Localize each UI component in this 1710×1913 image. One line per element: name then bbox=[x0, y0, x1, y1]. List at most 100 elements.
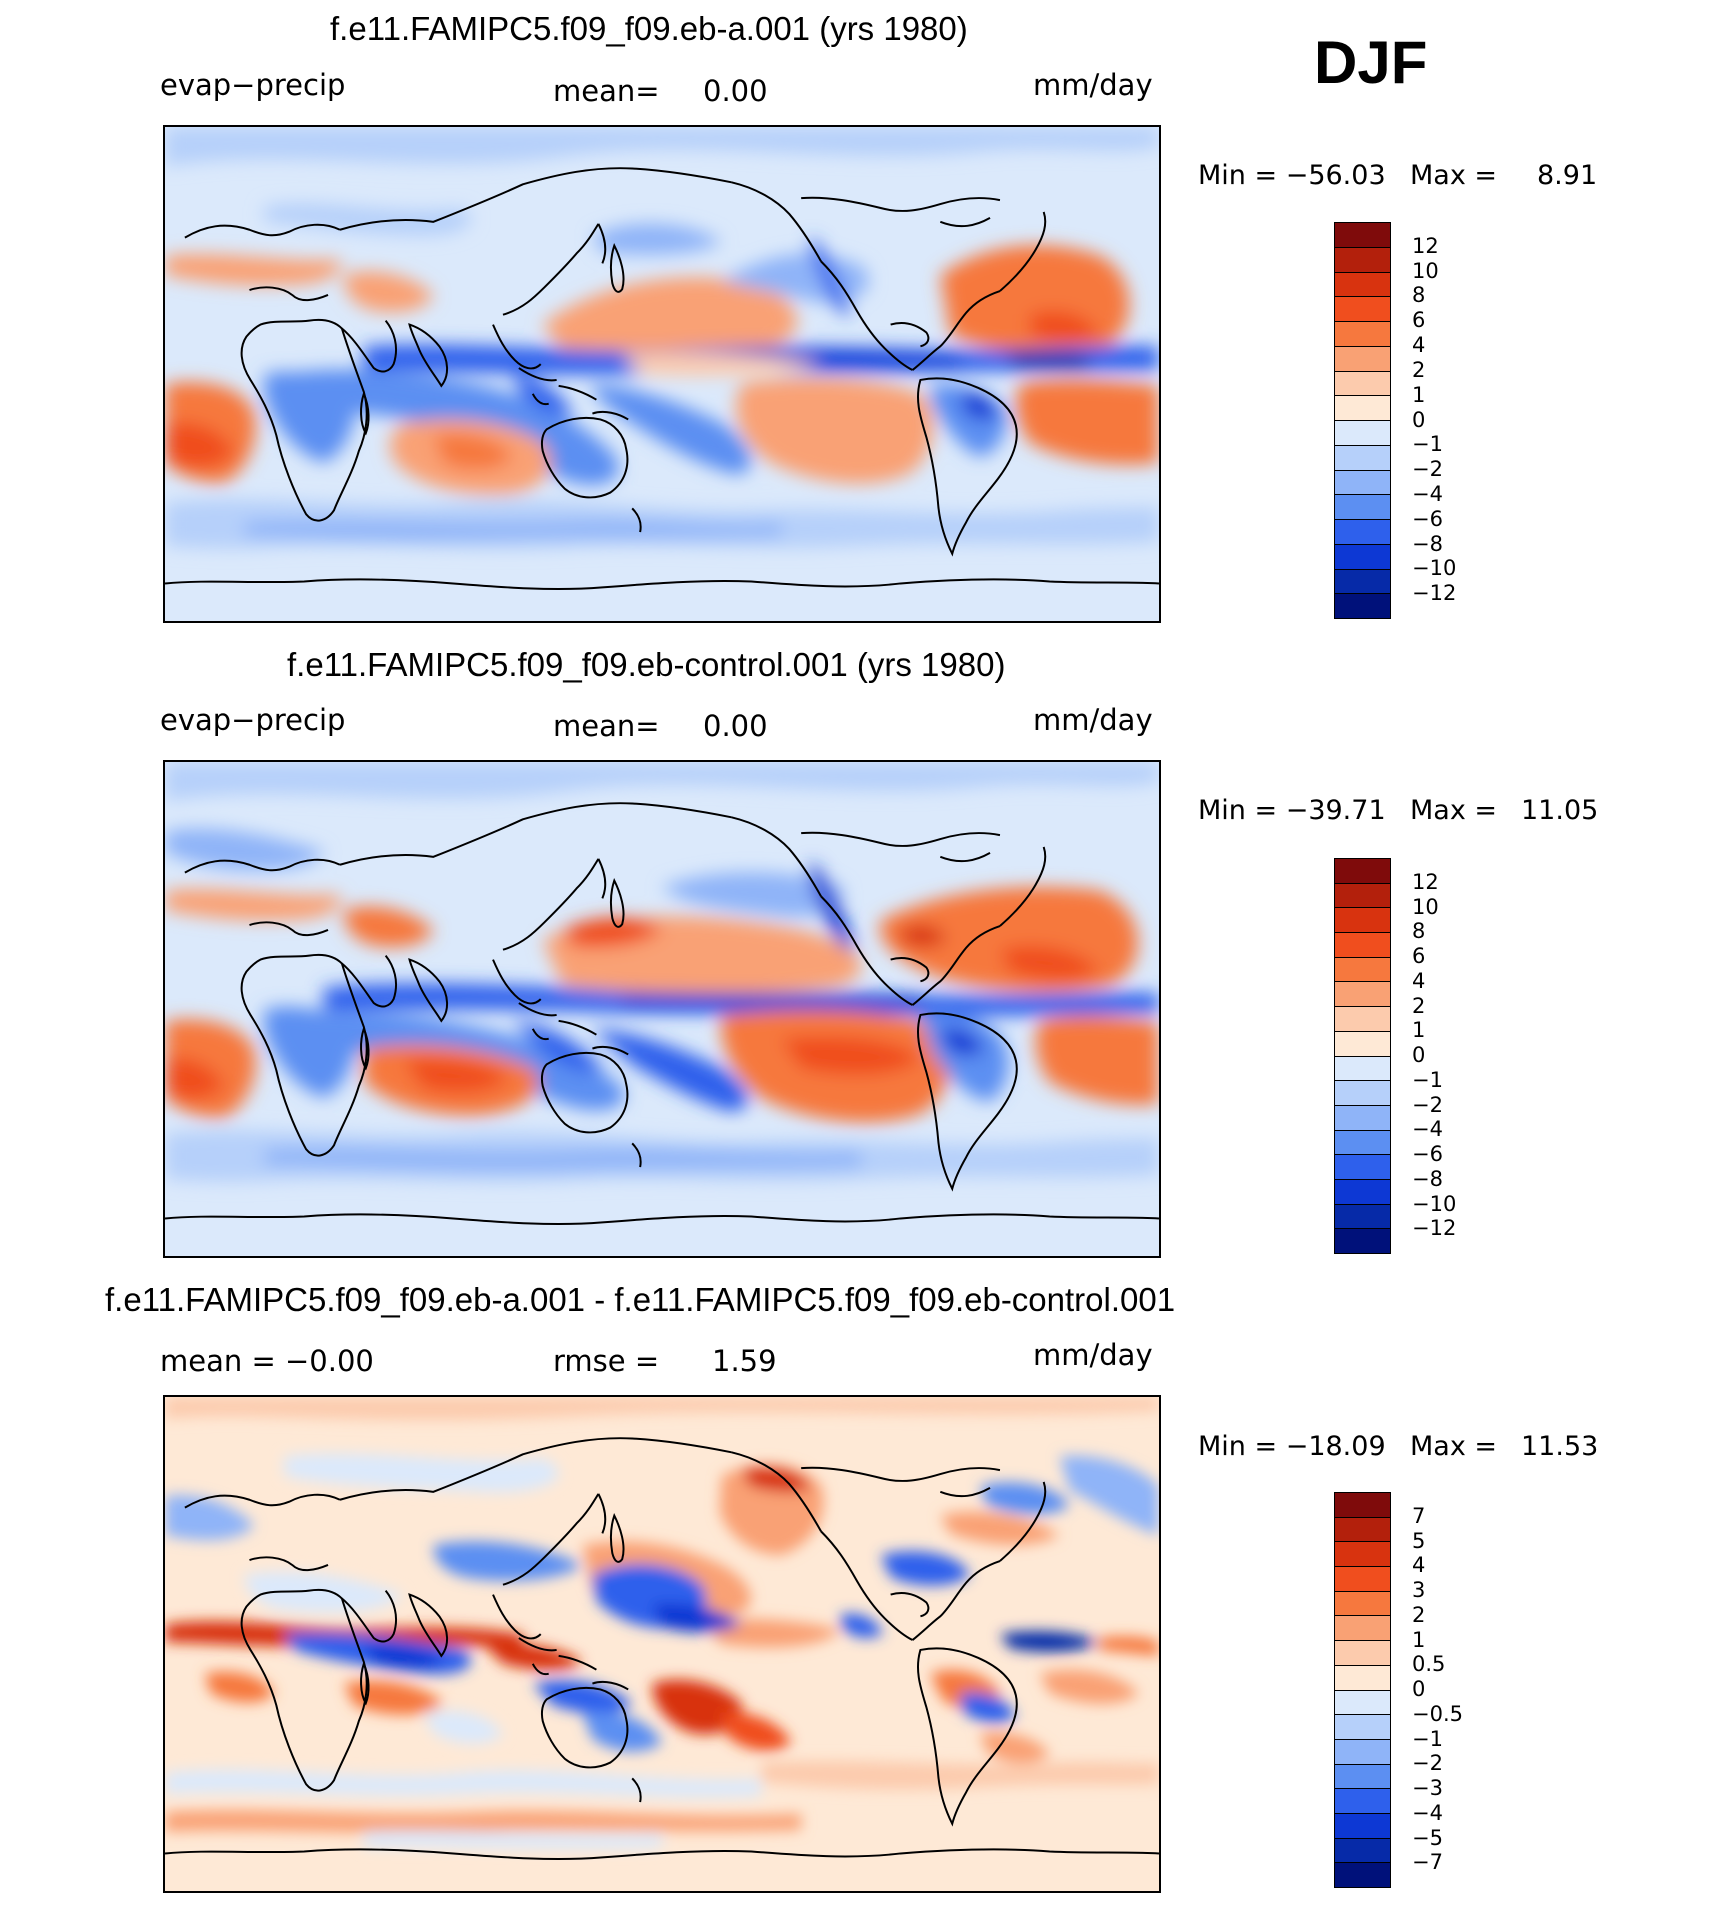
colorbar-label: 12 bbox=[1412, 233, 1439, 258]
colorbar-swatch bbox=[1335, 1763, 1390, 1789]
colorbar-swatch bbox=[1335, 1030, 1390, 1056]
colorbar-label: 4 bbox=[1412, 1553, 1426, 1578]
colorbar-swatch bbox=[1335, 1566, 1390, 1591]
colorbar-label: 3 bbox=[1412, 1578, 1426, 1602]
season-label: DJF bbox=[1314, 29, 1428, 96]
panel2-min: Min = −39.71 bbox=[1198, 795, 1386, 826]
colorbar-swatch bbox=[1335, 1203, 1390, 1229]
colorbar-label: 2 bbox=[1412, 993, 1426, 1018]
colorbar-label: 10 bbox=[1412, 894, 1439, 919]
colorbar-label: −0.5 bbox=[1412, 1701, 1463, 1726]
colorbar-label: 0 bbox=[1412, 407, 1426, 432]
colorbar-swatch bbox=[1335, 543, 1390, 569]
colorbar-label: −5 bbox=[1412, 1825, 1443, 1850]
colorbar-swatch bbox=[1335, 1615, 1390, 1641]
colorbar-swatch bbox=[1335, 271, 1390, 297]
colorbar-swatch bbox=[1335, 469, 1390, 495]
colorbar-swatch bbox=[1335, 907, 1390, 933]
panel2-max-value: 11.05 bbox=[1521, 795, 1599, 826]
colorbar-swatch bbox=[1335, 1104, 1390, 1130]
colorbar-label: 12 bbox=[1412, 869, 1439, 894]
colorbar-swatch bbox=[1335, 444, 1390, 470]
colorbar-swatch bbox=[1335, 1664, 1390, 1690]
panel2-units: mm/day bbox=[1033, 703, 1153, 737]
colorbar-swatch bbox=[1335, 1541, 1390, 1567]
panel1-min: Min = −56.03 bbox=[1198, 160, 1386, 191]
colorbar-label: −4 bbox=[1412, 1800, 1443, 1825]
colorbar-swatch bbox=[1335, 1812, 1390, 1838]
colorbar-label: −12 bbox=[1412, 581, 1457, 606]
panel1-mean-value: 0.00 bbox=[703, 74, 768, 108]
colorbar-swatch bbox=[1335, 345, 1390, 371]
colorbar-swatch bbox=[1335, 568, 1390, 594]
panel3-map bbox=[163, 1395, 1161, 1893]
colorbar-swatch bbox=[1335, 1862, 1390, 1887]
colorbar-swatch bbox=[1335, 882, 1390, 908]
colorbar-label: −10 bbox=[1412, 556, 1457, 581]
colorbar-label: 0 bbox=[1412, 1043, 1426, 1067]
panel2-title: f.e11.FAMIPC5.f09_f09.eb-control.001 (yr… bbox=[287, 646, 1006, 683]
panel2-max-label: Max = bbox=[1410, 795, 1498, 826]
panel2-mean-value: 0.00 bbox=[703, 709, 768, 743]
colorbar-swatch bbox=[1335, 519, 1390, 544]
panel3-max-value: 11.53 bbox=[1521, 1431, 1599, 1462]
panel3-max-label: Max = bbox=[1410, 1431, 1498, 1462]
colorbar-swatch bbox=[1335, 1006, 1390, 1031]
panel1-units: mm/day bbox=[1033, 68, 1153, 102]
panel1-max-label: Max = bbox=[1410, 160, 1498, 191]
panel3-map-svg bbox=[165, 1397, 1159, 1891]
colorbar-label: −6 bbox=[1412, 506, 1443, 531]
colorbar-label: 2 bbox=[1412, 1602, 1426, 1627]
colorbar-swatch bbox=[1335, 1590, 1390, 1616]
colorbar-label: 1 bbox=[1412, 382, 1426, 407]
colorbar-label: 8 bbox=[1412, 919, 1426, 944]
panel3-rmse-value: 1.59 bbox=[712, 1344, 777, 1378]
colorbar-swatch bbox=[1335, 1516, 1390, 1542]
panel3-colorbar-labels: 7 5 4 3 2 1 0.5 0 −0.5 −1 −2 −3 −4 −5 −7 bbox=[1412, 1492, 1492, 1888]
panel2-map-svg bbox=[165, 762, 1159, 1256]
colorbar-label: 4 bbox=[1412, 333, 1426, 358]
colorbar-label: −1 bbox=[1412, 1726, 1443, 1751]
colorbar-swatch bbox=[1335, 395, 1390, 420]
colorbar-label: −2 bbox=[1412, 457, 1443, 482]
panel1-colorbar-labels: 12 10 8 6 4 2 1 0 −1 −2 −4 −6 −8 −10 −12 bbox=[1412, 222, 1492, 619]
colorbar-label: 0.5 bbox=[1412, 1652, 1446, 1677]
panel1-map-svg bbox=[165, 127, 1159, 621]
colorbar-swatch bbox=[1335, 859, 1390, 883]
colorbar-label: −2 bbox=[1412, 1092, 1443, 1117]
colorbar-swatch bbox=[1335, 932, 1390, 957]
colorbar-swatch bbox=[1335, 246, 1390, 272]
panel2-colorbar bbox=[1334, 858, 1391, 1254]
colorbar-swatch bbox=[1335, 1154, 1390, 1179]
panel2-colorbar-labels: 12 10 8 6 4 2 1 0 −1 −2 −4 −6 −8 −10 −12 bbox=[1412, 858, 1492, 1254]
colorbar-label: −1 bbox=[1412, 432, 1443, 457]
colorbar-swatch bbox=[1335, 1689, 1390, 1715]
colorbar-swatch bbox=[1335, 1640, 1390, 1665]
panel1-variable-label: evap−precip bbox=[160, 68, 346, 102]
panel3-units: mm/day bbox=[1033, 1338, 1153, 1372]
colorbar-label: 6 bbox=[1412, 944, 1426, 968]
colorbar-swatch bbox=[1335, 1178, 1390, 1204]
colorbar-label: 6 bbox=[1412, 308, 1426, 333]
colorbar-swatch bbox=[1335, 981, 1390, 1007]
colorbar-label: −8 bbox=[1412, 1166, 1443, 1191]
colorbar-swatch bbox=[1335, 321, 1390, 346]
colorbar-swatch bbox=[1335, 420, 1390, 445]
panel3-rmse-label: rmse = bbox=[553, 1344, 660, 1378]
colorbar-swatch bbox=[1335, 1738, 1390, 1764]
colorbar-label: 4 bbox=[1412, 968, 1426, 993]
colorbar-label: −8 bbox=[1412, 531, 1443, 556]
colorbar-swatch bbox=[1335, 1129, 1390, 1155]
panel1-mean-label: mean= bbox=[553, 74, 660, 108]
panel3-colorbar bbox=[1334, 1492, 1391, 1888]
colorbar-label: 5 bbox=[1412, 1528, 1426, 1553]
panel2-mean-label: mean= bbox=[553, 709, 660, 743]
colorbar-label: 8 bbox=[1412, 283, 1426, 308]
colorbar-label: 7 bbox=[1412, 1503, 1426, 1528]
colorbar-swatch bbox=[1335, 1228, 1390, 1253]
colorbar-swatch bbox=[1335, 593, 1390, 618]
colorbar-swatch bbox=[1335, 1714, 1390, 1739]
colorbar-label: 1 bbox=[1412, 1018, 1426, 1043]
colorbar-label: −10 bbox=[1412, 1191, 1457, 1216]
colorbar-swatch bbox=[1335, 1788, 1390, 1813]
